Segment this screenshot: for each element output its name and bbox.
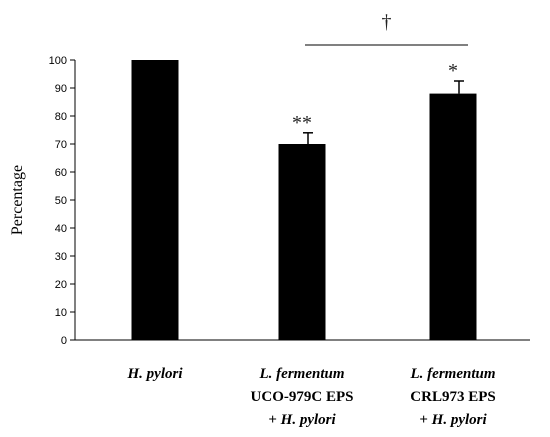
x-tick-label: UCO-979C EPS [251,389,354,405]
y-tick-label: 60 [55,167,67,179]
x-tick-label-part: H. pylori [431,412,488,428]
y-tick-label: 90 [55,83,67,95]
x-tick-label: + H. pylori [419,412,487,428]
significance-marker: ** [292,112,312,134]
x-tick-label: L. fermentum [410,366,496,382]
y-axis-label: Percentage [9,165,26,235]
x-tick-label-part: CRL973 EPS [410,389,495,405]
annotations: ***† [292,11,468,134]
y-tick-label: 40 [55,223,67,235]
x-tick-label-part: + [419,412,431,428]
x-tick-label: H. pylori [127,366,184,382]
y-tick-label: 0 [61,335,67,347]
y-tick-label: 100 [49,55,67,67]
x-tick-label-part: L. fermentum [259,366,345,382]
y-tick-label: 10 [55,307,67,319]
y-tick-label: 70 [55,139,67,151]
bar [278,144,326,340]
bracket-label: † [382,11,392,33]
bar [131,60,179,340]
y-tick-label: 50 [55,195,67,207]
x-tick-label-part: L. fermentum [410,366,496,382]
significance-marker: * [448,60,458,82]
y-tick-label: 20 [55,279,67,291]
bar [429,93,477,340]
x-tick-label-part: UCO-979C EPS [251,389,354,405]
y-tick-label: 80 [55,111,67,123]
x-tick-label-part: + [268,412,280,428]
x-tick-label-part: H. pylori [127,366,184,382]
y-tick-label: 30 [55,251,67,263]
category-labels: H. pylori L. fermentum UCO-979C EPS + H. py… [127,366,496,428]
axes: 0 10 20 30 40 50 60 70 80 90 100 Percentage [9,55,530,347]
x-tick-label-part: H. pylori [280,412,337,428]
x-tick-label: CRL973 EPS [410,389,495,405]
x-tick-label: L. fermentum [259,366,345,382]
bars [131,60,477,340]
x-tick-label: + H. pylori [268,412,336,428]
